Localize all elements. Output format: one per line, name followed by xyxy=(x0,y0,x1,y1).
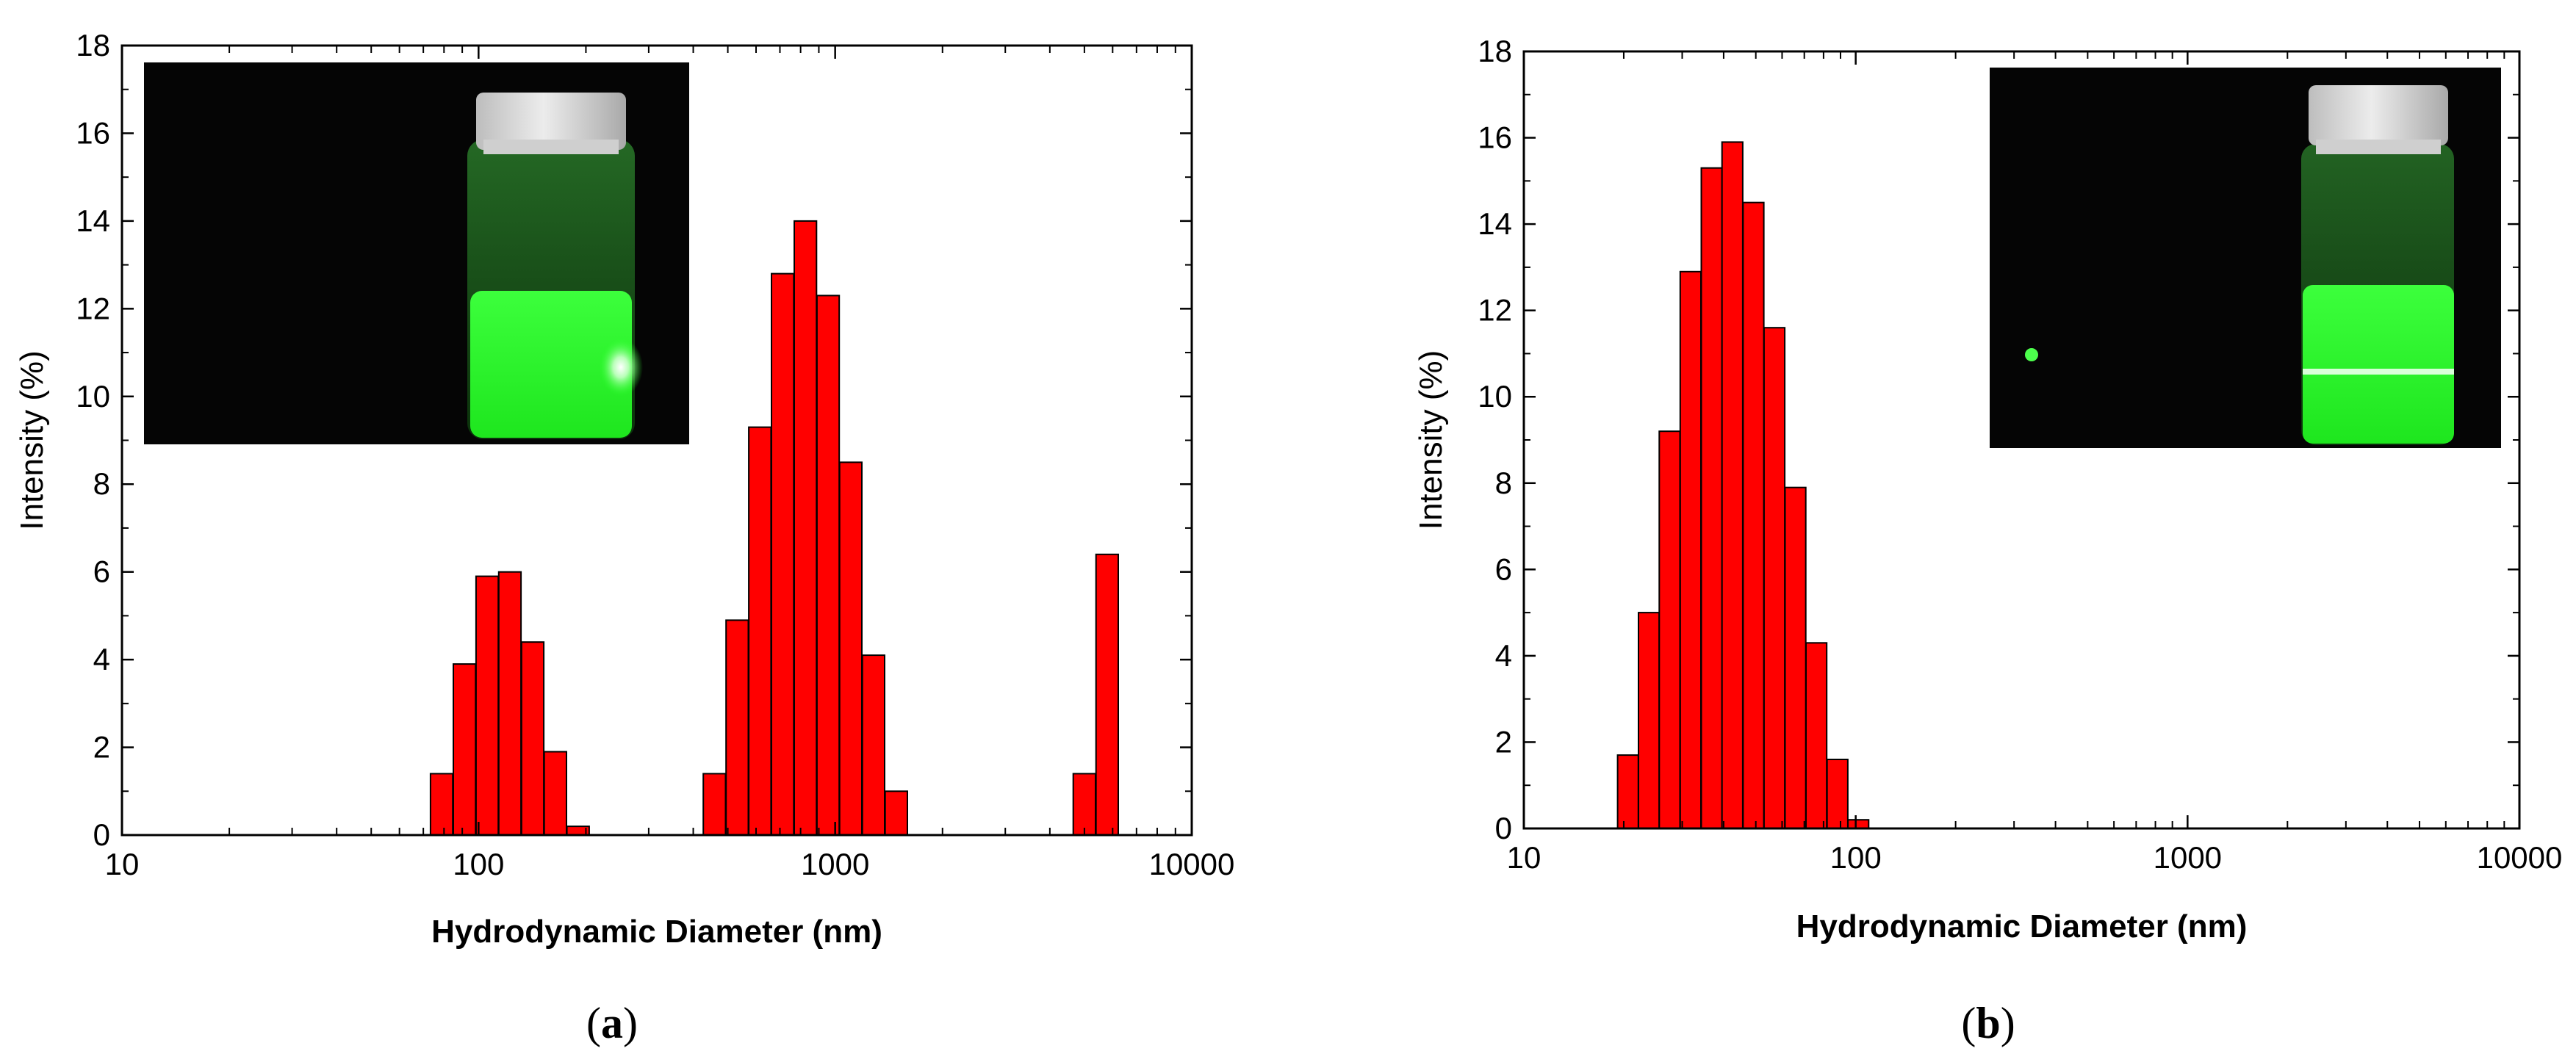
vial-cap-icon xyxy=(2309,85,2448,145)
y-tick-label: 12 xyxy=(1478,293,1512,328)
x-axis-title: Hydrodynamic Diameter (nm) xyxy=(1796,909,2248,945)
vial-neck-icon xyxy=(483,140,619,154)
y-tick-label: 12 xyxy=(76,291,110,325)
bar xyxy=(453,663,477,836)
inset-photo-a xyxy=(144,62,689,444)
chart-panel-b: 0 2 4 6 8 10 12 14 16 18 10 100 1000 10000 Hydrodynami… xyxy=(1413,34,2562,1047)
bar xyxy=(816,295,841,836)
laser-beam-icon xyxy=(2303,369,2454,375)
bar xyxy=(748,426,772,836)
y-tick-label: 18 xyxy=(1478,34,1512,68)
y-tick-label: 16 xyxy=(1478,120,1512,155)
y-tick-label: 14 xyxy=(76,203,110,238)
bar xyxy=(725,619,749,837)
x-tick-label: 100 xyxy=(1830,840,1882,875)
bar xyxy=(475,575,500,836)
bar xyxy=(861,654,885,836)
vial-neck-icon xyxy=(2316,140,2441,154)
panel-label-b: (b) xyxy=(1961,999,2015,1047)
y-tick-label: 10 xyxy=(1478,379,1512,413)
y-tick-label: 0 xyxy=(1495,811,1512,845)
y-tick-label: 6 xyxy=(1495,552,1512,586)
bar xyxy=(1805,642,1828,829)
y-tick-label: 0 xyxy=(93,817,110,852)
y-tick-label: 2 xyxy=(1495,724,1512,759)
x-axis-title: Hydrodynamic Diameter (nm) xyxy=(431,914,882,950)
bar xyxy=(1700,167,1723,829)
bar xyxy=(1616,754,1639,829)
y-tick-label: 14 xyxy=(1478,206,1512,241)
bar xyxy=(1095,553,1119,836)
y-tick-label: 2 xyxy=(93,730,110,765)
vial-cap-icon xyxy=(476,93,626,150)
plot-area-b: 0 2 4 6 8 10 12 14 16 18 10 100 1000 10000 Hydrodynami… xyxy=(1413,34,2562,945)
y-tick-label: 4 xyxy=(1495,638,1512,673)
y-axis-title: Intensity (%) xyxy=(1413,350,1449,530)
bar xyxy=(1658,430,1681,829)
bar xyxy=(1826,759,1849,829)
y-tick-label: 6 xyxy=(93,555,110,589)
bar xyxy=(429,773,454,837)
chart-panel-a: 0 2 4 6 8 10 12 14 16 18 10 100 1000 10000 Hydrodynami… xyxy=(14,28,1234,1047)
plot-area-a: 0 2 4 6 8 10 12 14 16 18 10 100 1000 10000 Hydrodynami… xyxy=(14,28,1234,950)
bar xyxy=(838,461,863,837)
inset-photo-b xyxy=(1990,68,2501,448)
y-tick-label: 4 xyxy=(93,642,110,676)
bar xyxy=(1763,327,1786,829)
vial-liquid-icon xyxy=(2303,285,2454,444)
panel-label-a: (a) xyxy=(586,999,638,1047)
bar xyxy=(1784,486,1807,829)
x-tick-label: 10000 xyxy=(1149,847,1235,881)
bar xyxy=(1721,141,1744,829)
y-axis-title: Intensity (%) xyxy=(14,350,50,530)
x-tick-label: 10 xyxy=(105,847,140,881)
y-tick-label: 16 xyxy=(76,115,110,150)
bar xyxy=(520,641,545,836)
bar xyxy=(1679,270,1702,829)
y-tick-label: 8 xyxy=(93,466,110,501)
vial-liquid-icon xyxy=(470,291,632,438)
bar xyxy=(884,790,908,837)
bar xyxy=(1638,612,1661,829)
bar xyxy=(1072,773,1096,837)
x-tick-label: 1000 xyxy=(2154,840,2222,875)
x-tick-label: 10 xyxy=(1507,840,1541,875)
bar xyxy=(543,751,568,836)
bar xyxy=(771,272,795,837)
light-spot-icon xyxy=(599,338,643,397)
x-tick-label: 100 xyxy=(453,847,504,881)
x-tick-label: 10000 xyxy=(2477,840,2563,875)
bar xyxy=(1742,201,1765,829)
bar xyxy=(794,220,818,836)
bar xyxy=(1847,819,1870,829)
y-tick-label: 10 xyxy=(76,379,110,413)
bar xyxy=(702,773,727,837)
y-tick-label: 8 xyxy=(1495,466,1512,500)
x-tick-label: 1000 xyxy=(801,847,869,881)
y-tick-label: 18 xyxy=(76,28,110,62)
bar xyxy=(497,571,522,836)
laser-dot-icon xyxy=(2025,348,2038,361)
